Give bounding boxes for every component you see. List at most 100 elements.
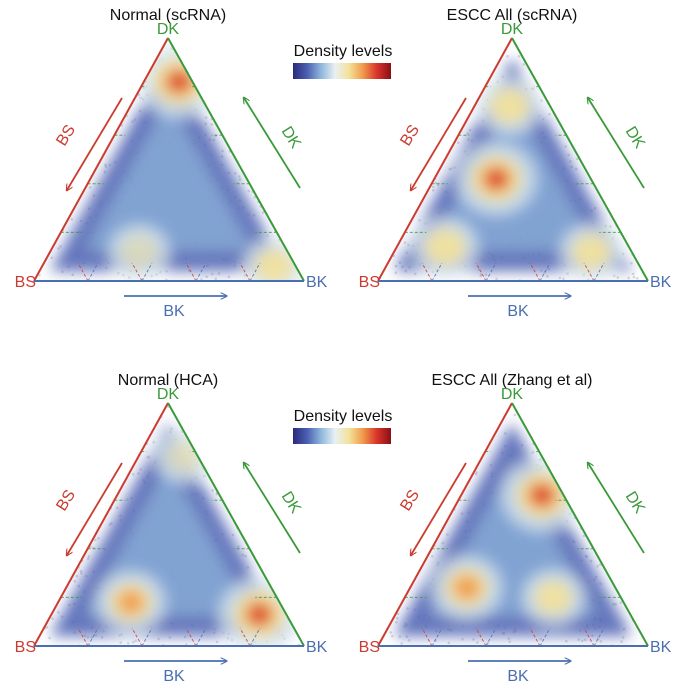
arrow-label-bk: BK bbox=[163, 303, 185, 320]
scatter-point bbox=[210, 123, 214, 126]
ternary-grid bbox=[60, 451, 277, 647]
scatter-point bbox=[71, 273, 74, 277]
density-peak bbox=[533, 579, 574, 616]
scatter-point bbox=[531, 451, 534, 455]
scatter-point bbox=[137, 472, 140, 475]
scatter-point bbox=[418, 219, 421, 222]
scatter-point bbox=[227, 275, 231, 279]
ternary-grid bbox=[60, 86, 277, 282]
density-peak bbox=[489, 87, 530, 125]
scatter-point bbox=[562, 277, 565, 281]
scatter-point bbox=[616, 276, 620, 279]
arrow-label-bs: BS bbox=[53, 122, 79, 149]
scatter-point bbox=[238, 175, 241, 178]
scatter-point bbox=[57, 247, 60, 250]
scatter-point bbox=[589, 559, 593, 563]
scatter-point bbox=[394, 271, 398, 275]
arrow-label-bk: BK bbox=[163, 668, 185, 685]
scatter-point bbox=[87, 555, 91, 558]
scatter-point bbox=[513, 413, 517, 417]
arrow-bs bbox=[67, 97, 123, 190]
scatter-point bbox=[620, 640, 623, 643]
density-peak bbox=[453, 575, 481, 600]
scatter-point bbox=[475, 471, 478, 474]
scatter-point bbox=[134, 639, 137, 643]
scatter-point bbox=[394, 264, 398, 268]
arrow-label-dk: DK bbox=[622, 124, 648, 152]
arrow-label-dk: DK bbox=[278, 489, 304, 517]
scatter-point bbox=[447, 641, 451, 645]
ternary-grid bbox=[404, 451, 621, 647]
scatter-point bbox=[119, 641, 122, 644]
scatter-point bbox=[630, 262, 633, 265]
edge-bs bbox=[377, 37, 513, 282]
scatter-point bbox=[466, 132, 470, 135]
arrow-label-bs: BS bbox=[397, 487, 423, 514]
scatter-point bbox=[214, 277, 217, 281]
density-legend-1: Density levels bbox=[293, 43, 392, 79]
density-layer bbox=[50, 44, 304, 281]
scatter-point bbox=[86, 557, 90, 560]
vertex-label-top: DK bbox=[157, 386, 180, 403]
density-peak bbox=[486, 169, 507, 188]
arrow-label-bs: BS bbox=[397, 122, 423, 149]
scatter-point bbox=[480, 273, 483, 276]
vertex-label-right: BK bbox=[650, 639, 672, 656]
scatter-point bbox=[131, 640, 135, 644]
scatter-point bbox=[152, 440, 155, 444]
scatter-point bbox=[495, 277, 498, 281]
density-layer bbox=[50, 422, 301, 646]
arrow-label-bs: BS bbox=[53, 487, 79, 514]
scatter-point bbox=[57, 611, 60, 614]
arrow-bs bbox=[411, 462, 467, 555]
scatter-point bbox=[631, 272, 635, 276]
scatter-point bbox=[539, 637, 542, 641]
scatter-point bbox=[636, 277, 639, 280]
scatter-point bbox=[627, 276, 630, 280]
panel-title: Normal (HCA) bbox=[118, 372, 218, 389]
scatter-point bbox=[110, 521, 113, 525]
scatter-point bbox=[575, 167, 578, 171]
scatter-point bbox=[45, 625, 49, 629]
vertex-label-left: BS bbox=[15, 639, 36, 656]
scatter-point bbox=[461, 638, 464, 641]
scatter-point bbox=[157, 637, 160, 641]
scatter-point bbox=[434, 181, 438, 185]
density-layer bbox=[394, 57, 632, 281]
scatter-point bbox=[70, 218, 74, 221]
scatter-point bbox=[131, 473, 135, 476]
scatter-point bbox=[75, 574, 79, 578]
scatter-point bbox=[94, 538, 97, 542]
edge-bs bbox=[33, 37, 169, 282]
scatter-point bbox=[619, 601, 623, 604]
density-peak bbox=[249, 605, 270, 624]
edge-bs bbox=[33, 402, 169, 647]
scatter-point bbox=[400, 642, 404, 645]
scatter-point bbox=[117, 271, 120, 275]
scatter-point bbox=[522, 63, 525, 66]
edge-dk bbox=[511, 37, 649, 282]
vertex-label-right: BK bbox=[306, 639, 328, 656]
scatter-point bbox=[621, 636, 625, 639]
arrow-dk bbox=[244, 463, 301, 554]
density-peak bbox=[120, 234, 159, 270]
density-inner bbox=[85, 100, 253, 250]
scatter-point bbox=[50, 256, 54, 260]
scatter-point bbox=[126, 642, 130, 645]
scatter-point bbox=[210, 272, 214, 276]
scatter-point bbox=[484, 273, 488, 277]
arrow-dk bbox=[244, 98, 301, 189]
density-peak bbox=[169, 72, 189, 91]
arrow-label-dk: DK bbox=[278, 124, 304, 152]
panel-title: ESCC All (Zhang et al) bbox=[432, 372, 593, 389]
scatter-point bbox=[403, 241, 407, 244]
scatter-point bbox=[396, 612, 400, 615]
scatter-point bbox=[51, 617, 54, 620]
scatter-point bbox=[139, 96, 142, 100]
ternary-grid bbox=[404, 86, 621, 282]
scatter-point bbox=[391, 634, 394, 638]
edge-dk bbox=[167, 402, 305, 647]
